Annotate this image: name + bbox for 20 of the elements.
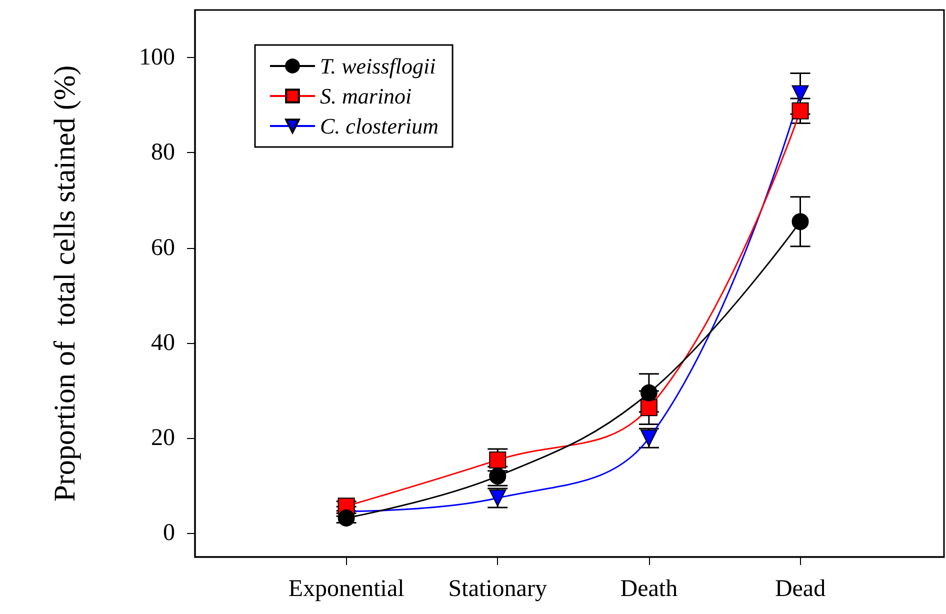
y-tick-label: 100 bbox=[139, 44, 175, 71]
point bbox=[489, 451, 506, 468]
point bbox=[640, 384, 658, 402]
y-tick-label: 40 bbox=[151, 330, 175, 356]
point bbox=[792, 85, 809, 102]
point bbox=[640, 399, 658, 416]
y-tick-label: 0 bbox=[163, 520, 175, 546]
legend-label: C. closterium bbox=[320, 114, 439, 138]
x-tick-label: Exponential bbox=[288, 576, 405, 602]
y-tick-label: 20 bbox=[151, 425, 175, 452]
point bbox=[792, 102, 809, 120]
legend-label: S. marinoi bbox=[320, 84, 412, 108]
x-tick-label: Death bbox=[620, 576, 678, 602]
y-tick-label: 60 bbox=[151, 234, 175, 261]
legend-label: T. weissflogii bbox=[320, 54, 436, 78]
x-tick-label: Dead bbox=[774, 576, 826, 602]
point bbox=[792, 213, 809, 230]
x-tick-label: Stationary bbox=[448, 576, 547, 602]
y-tick-label: 80 bbox=[151, 140, 175, 166]
y-axis-title: Proportion of total cells stained (%) bbox=[48, 65, 82, 502]
